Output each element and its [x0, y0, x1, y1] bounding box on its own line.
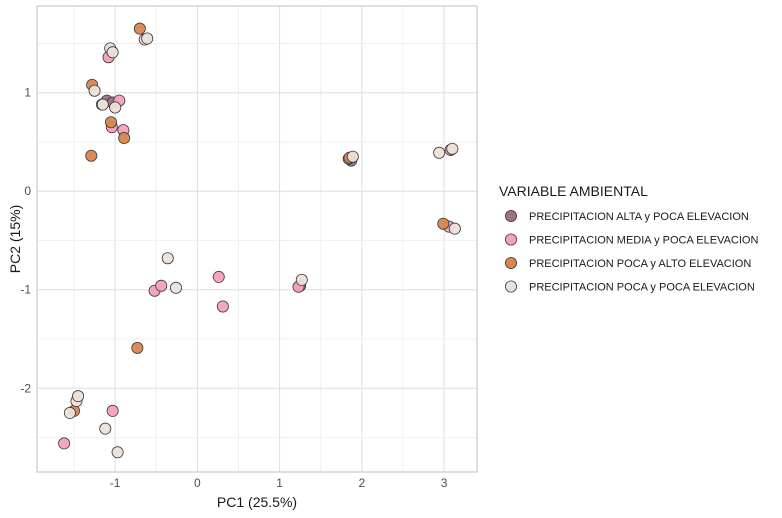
data-point [141, 32, 154, 45]
tick-labels: -1 0 1 2 3 -2 -1 0 1 [20, 86, 447, 490]
panel-border [36, 5, 478, 473]
data-point [85, 149, 98, 162]
data-points [58, 22, 461, 459]
data-point [106, 46, 119, 59]
legend-label: PRECIPITACION POCA y ALTO ELEVACION [529, 258, 751, 270]
y-tick-label: 0 [24, 184, 31, 198]
data-point [448, 222, 461, 235]
data-point [155, 279, 168, 292]
series-3 [68, 22, 450, 417]
data-point [58, 437, 71, 450]
data-point [118, 132, 131, 145]
data-point [63, 406, 76, 419]
x-tick-label: 3 [441, 476, 448, 490]
data-point [96, 98, 109, 111]
data-point [99, 422, 112, 435]
x-tick-label: -1 [110, 476, 121, 490]
x-axis-title: PC1 (25.5%) [217, 494, 297, 510]
legend-key [504, 280, 517, 293]
data-point [212, 270, 225, 283]
legend-key [504, 256, 517, 269]
series-1 [100, 44, 358, 292]
legend-key [504, 209, 517, 222]
data-point [106, 404, 119, 417]
data-point [109, 101, 122, 114]
data-point [133, 22, 146, 35]
grid [37, 6, 477, 472]
data-point [216, 300, 229, 313]
data-point [131, 341, 144, 354]
x-tick-label: 1 [276, 476, 283, 490]
data-point [88, 84, 101, 97]
y-tick-label: -1 [20, 283, 31, 297]
legend-key [504, 233, 517, 246]
legend-title: VARIABLE AMBIENTAL [499, 183, 648, 199]
data-point [437, 217, 450, 230]
legend-item: PRECIPITACION MEDIA y POCA ELEVACION [504, 233, 758, 247]
legend-item: PRECIPITACION POCA y ALTO ELEVACION [504, 256, 751, 270]
legend-label: PRECIPITACION ALTA y POCA ELEVACION [529, 211, 749, 223]
y-axis-title: PC2 (15%) [7, 205, 23, 273]
data-point [295, 273, 308, 286]
data-point [433, 146, 446, 159]
data-point [169, 281, 182, 294]
series-4 [63, 32, 461, 459]
legend-items: PRECIPITACION ALTA y POCA ELEVACION PRECI… [504, 209, 758, 294]
data-point [161, 252, 174, 265]
y-tick-label: -2 [20, 381, 31, 395]
x-tick-label: 2 [359, 476, 366, 490]
data-point [111, 446, 124, 459]
legend-label: PRECIPITACION MEDIA y POCA ELEVACION [529, 235, 758, 247]
data-point [105, 116, 118, 129]
legend-item: PRECIPITACION POCA y POCA ELEVACION [504, 280, 755, 294]
data-point [346, 150, 359, 163]
y-tick-label: 1 [24, 86, 31, 100]
data-point [446, 142, 459, 155]
x-tick-label: 0 [194, 476, 201, 490]
legend: VARIABLE AMBIENTAL PRECIPITACION ALTA y … [499, 183, 758, 294]
legend-label: PRECIPITACION POCA y POCA ELEVACION [529, 282, 755, 294]
data-point [72, 390, 85, 403]
legend-item: PRECIPITACION ALTA y POCA ELEVACION [504, 209, 749, 223]
